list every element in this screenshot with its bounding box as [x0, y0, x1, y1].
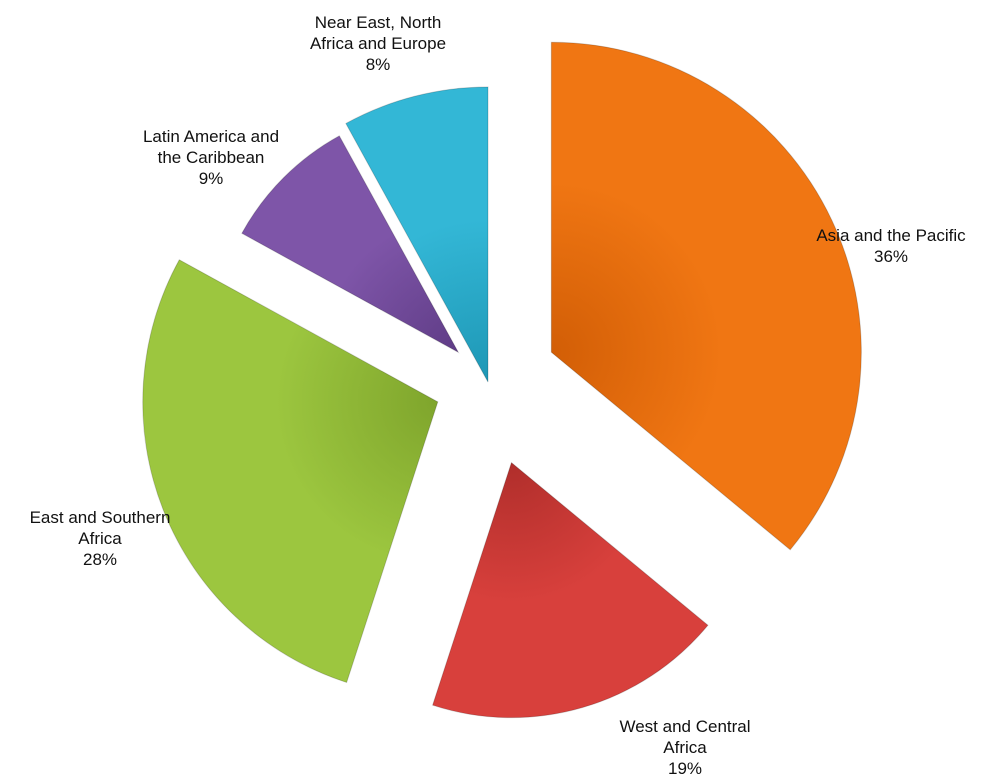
slice-category-label: Near East, North [315, 13, 442, 32]
slice-value-label: 8% [366, 55, 391, 74]
labels-layer: Asia and the Pacific 36% West and Central A… [30, 13, 967, 778]
pie-slice-near-east-north-africa-and-europe [345, 86, 489, 383]
slice-value-label: 28% [83, 550, 117, 569]
pie-slice-east-and-southern-africa [142, 259, 439, 684]
slice-category-label: Asia and the Pacific [816, 226, 966, 245]
slice-category-label: the Caribbean [158, 148, 265, 167]
slice-category-label: Africa [78, 529, 122, 548]
slice-label-west-and-central-africa: West and Central Africa 19% [619, 717, 750, 778]
slice-value-label: 9% [199, 169, 224, 188]
slices-layer [142, 41, 862, 719]
pie-slice-latin-america-and-the-caribbean [241, 135, 460, 354]
slice-label-east-and-southern-africa: East and Southern Africa 28% [30, 508, 171, 569]
slice-category-label: Africa [663, 738, 707, 757]
slice-category-label: Latin America and [143, 127, 279, 146]
slice-value-label: 19% [668, 759, 702, 778]
slice-label-near-east-north-africa-and-europe: Near East, North Africa and Europe 8% [310, 13, 446, 74]
slice-category-label: West and Central [619, 717, 750, 736]
slice-label-asia-and-the-pacific: Asia and the Pacific 36% [816, 226, 966, 266]
slice-category-label: Africa and Europe [310, 34, 446, 53]
slice-category-label: East and Southern [30, 508, 171, 527]
pie-slice-asia-and-the-pacific [550, 41, 862, 551]
pie-slice-west-and-central-africa [432, 461, 709, 719]
slice-label-latin-america-and-the-caribbean: Latin America and the Caribbean 9% [143, 127, 279, 188]
slice-value-label: 36% [874, 247, 908, 266]
